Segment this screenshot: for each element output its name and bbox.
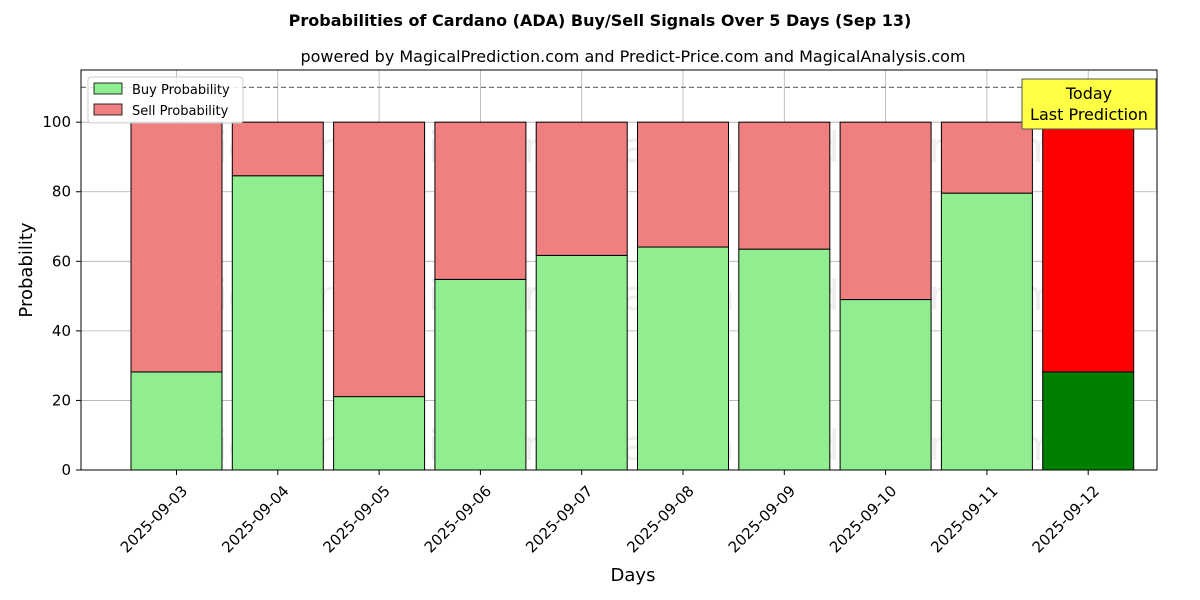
y-tick-label: 60 xyxy=(52,252,71,270)
bar-sell xyxy=(738,121,831,250)
legend-buy-swatch xyxy=(93,82,123,95)
legend-buy-label: Buy Probability xyxy=(132,83,230,98)
bars xyxy=(130,121,1135,471)
y-tick-label: 80 xyxy=(52,183,71,201)
y-tick-label: 40 xyxy=(52,322,71,340)
legend-sell-swatch xyxy=(93,103,123,116)
bar-sell xyxy=(1042,121,1135,373)
bar-sell xyxy=(839,121,932,301)
bar-sell xyxy=(940,121,1033,194)
x-axis-label: Days xyxy=(611,565,656,586)
bar-buy xyxy=(231,175,324,471)
legend-box xyxy=(87,76,244,124)
y-tick-label: 0 xyxy=(61,461,71,479)
x-tick-label: 2025-09-08 xyxy=(623,482,697,556)
chart-title: Probabilities of Cardano (ADA) Buy/Sell … xyxy=(289,11,912,30)
bar-sell xyxy=(130,121,223,373)
chart-subtitle: powered by MagicalPrediction.com and Pre… xyxy=(300,47,965,66)
y-axis-ticks: 0 20 40 60 80 100 xyxy=(42,113,81,479)
bar-buy xyxy=(434,278,527,471)
x-tick-label: 2025-09-10 xyxy=(826,482,900,556)
x-tick-label: 2025-09-06 xyxy=(421,482,495,556)
x-tick-label: 2025-09-12 xyxy=(1029,482,1103,556)
today-annotation: Today Last Prediction xyxy=(1021,78,1157,130)
bar-sell xyxy=(535,121,628,256)
bar-buy xyxy=(130,371,223,471)
bar-buy xyxy=(839,299,932,471)
y-axis-label: Probability xyxy=(16,222,37,317)
x-tick-label: 2025-09-05 xyxy=(319,482,393,556)
y-tick-label: 20 xyxy=(52,391,71,409)
annotation-box xyxy=(1021,78,1157,130)
x-tick-label: 2025-09-04 xyxy=(218,482,292,556)
bar-sell xyxy=(434,121,527,280)
bar-buy xyxy=(333,396,426,471)
x-tick-label: 2025-09-09 xyxy=(725,482,799,556)
bar-sell xyxy=(333,121,426,398)
x-tick-label: 2025-09-11 xyxy=(927,482,1001,556)
bar-sell xyxy=(231,121,324,177)
legend-sell-label: Sell Probability xyxy=(132,104,229,119)
x-axis-ticks: 2025-09-03 2025-09-04 2025-09-05 2025-09-06… xyxy=(117,470,1103,556)
annotation-line-today: Today xyxy=(1065,84,1112,103)
annotation-line-last-prediction: Last Prediction xyxy=(1030,105,1148,124)
bar-buy xyxy=(1042,371,1135,471)
bar-buy xyxy=(940,192,1033,471)
bar-buy xyxy=(535,254,628,471)
bar-buy xyxy=(738,248,831,471)
x-tick-label: 2025-09-03 xyxy=(117,482,191,556)
legend: Buy Probability Sell Probability xyxy=(87,76,244,124)
bar-buy xyxy=(637,246,729,471)
bar-sell xyxy=(637,121,729,248)
y-tick-label: 100 xyxy=(42,113,71,131)
x-tick-label: 2025-09-07 xyxy=(522,482,596,556)
plot-frame xyxy=(80,69,1158,471)
